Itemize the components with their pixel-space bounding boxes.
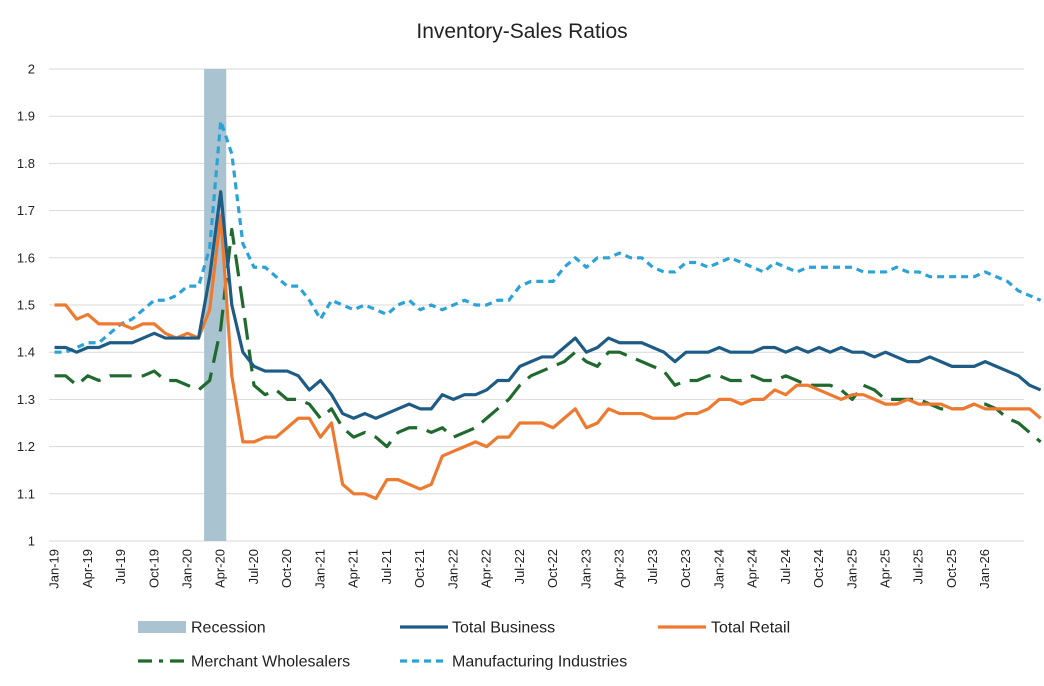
- x-tick-label: Oct-25: [944, 549, 959, 588]
- x-tick-label: Jul-21: [379, 549, 394, 584]
- legend-label-recession: Recession: [191, 620, 266, 637]
- series-line-total-retail: [54, 213, 1042, 501]
- x-tick-label: Jan-19: [47, 549, 62, 589]
- y-tick-label: 1: [28, 534, 35, 549]
- y-tick-label: 1.3: [17, 392, 35, 407]
- y-tick-label: 1.4: [17, 345, 35, 360]
- y-tick-label: 1.1: [17, 486, 35, 501]
- x-tick-label: Jul-25: [911, 549, 926, 584]
- x-tick-label: Apr-25: [878, 549, 893, 588]
- x-tick-label: Apr-24: [745, 549, 760, 588]
- legend-label-total-retail: Total Retail: [711, 620, 790, 637]
- x-tick-label: Jul-22: [512, 549, 527, 584]
- series-lines: [54, 119, 1042, 501]
- recession-band-layer: [204, 69, 227, 541]
- y-tick-label: 1.9: [17, 109, 35, 124]
- x-tick-label: Jul-19: [113, 549, 128, 584]
- x-tick-label: Oct-21: [412, 549, 427, 588]
- x-tick-label: Jul-23: [645, 549, 660, 584]
- x-tick-label: Oct-23: [678, 549, 693, 588]
- x-tick-label: Apr-23: [612, 549, 627, 588]
- gridlines: [49, 68, 1024, 542]
- x-tick-label: Jan-20: [179, 549, 194, 589]
- y-tick-label: 1.5: [17, 298, 35, 313]
- x-axis-tick-labels: Jan-19 Apr-19 Jul-19 Oct-19 Jan-20 Apr-20 Jul-…: [47, 549, 993, 589]
- x-tick-label: Oct-19: [146, 549, 161, 588]
- legend-label-merchant-wholesalers: Merchant Wholesalers: [191, 654, 350, 671]
- x-tick-label: Jan-23: [578, 549, 593, 589]
- legend: Recession Total Business Total Retail Merch…: [138, 620, 790, 671]
- x-tick-label: Apr-20: [213, 549, 228, 588]
- x-tick-label: Jan-22: [445, 549, 460, 589]
- x-tick-label: Jan-26: [977, 549, 992, 589]
- x-tick-label: Oct-22: [545, 549, 560, 588]
- x-tick-label: Oct-24: [811, 549, 826, 588]
- x-tick-label: Jan-21: [312, 549, 327, 589]
- x-tick-label: Apr-22: [479, 549, 494, 588]
- series-line-total-business: [54, 190, 1042, 420]
- x-tick-label: Jul-20: [246, 549, 261, 584]
- series-line-merchant-wholesalers: [54, 227, 1042, 449]
- legend-label-manufacturing-industries: Manufacturing Industries: [452, 654, 627, 671]
- y-tick-label: 1.2: [17, 439, 35, 454]
- y-tick-label: 1.8: [17, 156, 35, 171]
- recession-band: [204, 69, 227, 541]
- x-tick-label: Jan-25: [844, 549, 859, 589]
- legend-label-total-business: Total Business: [452, 620, 555, 637]
- x-tick-label: Apr-21: [346, 549, 361, 588]
- x-tick-label: Apr-19: [80, 549, 95, 588]
- legend-swatch-recession: [138, 621, 186, 633]
- x-tick-label: Jul-24: [778, 549, 793, 584]
- x-tick-label: Oct-20: [279, 549, 294, 588]
- chart-title: Inventory-Sales Ratios: [416, 20, 627, 43]
- y-axis-tick-labels: 1 1.1 1.2 1.3 1.4 1.5 1.6 1.7 1.8 1.9 2: [17, 62, 35, 549]
- x-tick-label: Jan-24: [711, 549, 726, 589]
- y-tick-label: 1.7: [17, 203, 35, 218]
- y-tick-label: 1.6: [17, 250, 35, 265]
- y-tick-label: 2: [28, 62, 35, 77]
